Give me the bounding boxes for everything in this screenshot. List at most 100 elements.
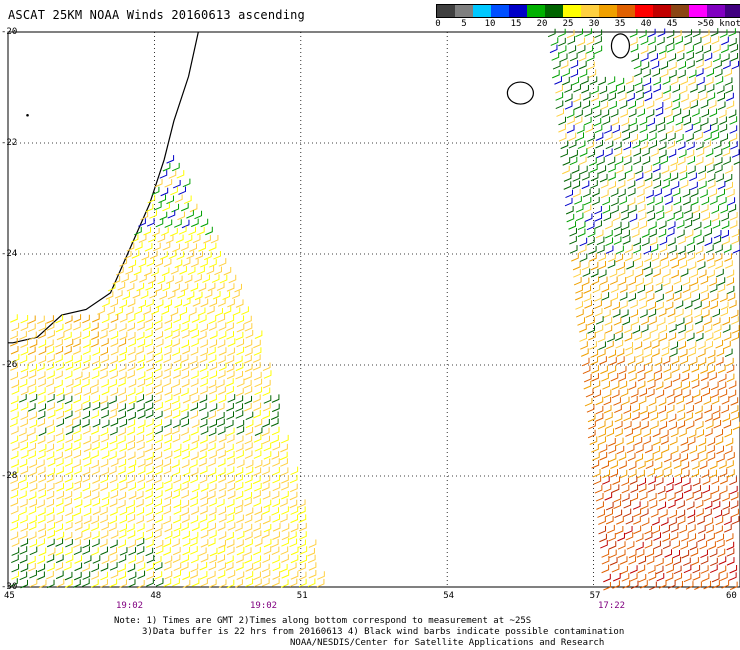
wind-barb	[635, 541, 644, 551]
wind-barb	[617, 541, 626, 550]
wind-barb	[667, 221, 676, 230]
wind-barb	[639, 292, 647, 302]
wind-barb	[645, 453, 654, 463]
wind-barb	[710, 381, 719, 391]
wind-barb	[263, 451, 272, 460]
wind-barb	[254, 459, 263, 469]
wind-barb	[55, 323, 64, 333]
wind-barb	[615, 340, 624, 349]
wind-barb	[235, 491, 244, 500]
wind-barb	[170, 186, 178, 196]
wind-barb	[109, 507, 118, 516]
wind-barb	[172, 419, 181, 429]
wind-barb	[646, 388, 655, 398]
wind-barb	[119, 347, 127, 356]
wind-barb	[182, 395, 191, 404]
wind-barb	[638, 477, 647, 487]
wind-barb	[191, 314, 200, 323]
wind-barb	[64, 315, 73, 324]
wind-barb	[718, 373, 727, 383]
wind-barb	[244, 450, 253, 459]
wind-barb	[595, 396, 604, 406]
wind-barb	[126, 403, 135, 412]
wind-barb	[716, 453, 725, 463]
wind-barb	[637, 108, 645, 118]
wind-barb	[628, 549, 637, 559]
wind-barb	[644, 180, 653, 190]
wind-barb	[667, 308, 676, 318]
wind-barb	[659, 133, 667, 142]
wind-barb	[675, 36, 683, 45]
wind-barb	[128, 547, 137, 556]
wind-barb	[271, 451, 280, 460]
wind-barb	[657, 317, 666, 326]
wind-barb	[262, 554, 271, 563]
wind-barb	[289, 474, 298, 484]
wind-barb	[91, 538, 100, 548]
wind-barb	[603, 300, 612, 310]
wind-barb	[65, 482, 74, 492]
wind-barb	[701, 292, 709, 302]
wind-barb	[583, 196, 592, 206]
wind-barb	[568, 132, 577, 142]
wind-barb	[199, 443, 208, 453]
wind-barb	[177, 211, 185, 221]
wind-barb	[675, 117, 684, 126]
wind-barb	[628, 277, 636, 286]
wind-barb	[198, 331, 207, 340]
wind-barb	[136, 346, 144, 355]
wind-barb	[586, 404, 595, 413]
wind-barb	[686, 52, 694, 61]
wind-barb	[47, 354, 55, 363]
wind-barb	[729, 116, 738, 125]
wind-barb	[236, 539, 244, 548]
wind-barb	[587, 413, 596, 423]
wind-barb	[593, 117, 602, 127]
wind-barb	[692, 28, 701, 38]
wind-barb	[570, 69, 579, 78]
wind-barb	[626, 84, 635, 94]
wind-barb	[628, 365, 636, 374]
wind-barb	[218, 474, 226, 483]
wind-barb	[37, 563, 46, 573]
wind-barb	[688, 69, 697, 79]
wind-barb	[109, 395, 117, 405]
wind-barb	[154, 178, 163, 188]
wind-barb	[271, 507, 279, 516]
wind-barb	[639, 124, 648, 134]
wind-barb	[133, 266, 142, 276]
wind-barb	[218, 506, 227, 516]
longitude-label: 51	[296, 591, 308, 601]
wind-barb	[198, 451, 207, 460]
wind-barb	[635, 533, 644, 542]
wind-barb	[725, 357, 734, 367]
wind-barb	[137, 339, 146, 348]
wind-barb	[609, 276, 618, 285]
wind-barb	[227, 458, 235, 467]
wind-barb	[136, 523, 145, 532]
wind-barb	[149, 290, 157, 299]
wind-barb	[235, 562, 244, 571]
wind-barb	[190, 258, 199, 268]
wind-barb	[27, 315, 36, 324]
wind-barb	[153, 202, 162, 211]
wind-barb	[191, 506, 199, 515]
wind-barb	[172, 538, 180, 548]
wind-barb	[624, 525, 633, 535]
wind-barb	[244, 531, 253, 541]
wind-barb	[680, 541, 688, 550]
wind-barb	[38, 530, 46, 539]
wind-barb	[129, 274, 138, 284]
wind-barb	[263, 395, 272, 404]
wind-barb	[190, 387, 198, 397]
wind-barb	[598, 341, 606, 350]
wind-barb	[166, 155, 175, 164]
wind-barb	[119, 314, 128, 323]
wind-barb	[704, 413, 713, 423]
wind-barb	[171, 203, 180, 213]
wind-barb	[667, 396, 676, 406]
wind-barb	[679, 172, 688, 181]
wind-barb	[29, 546, 38, 556]
wind-barb	[128, 354, 137, 364]
